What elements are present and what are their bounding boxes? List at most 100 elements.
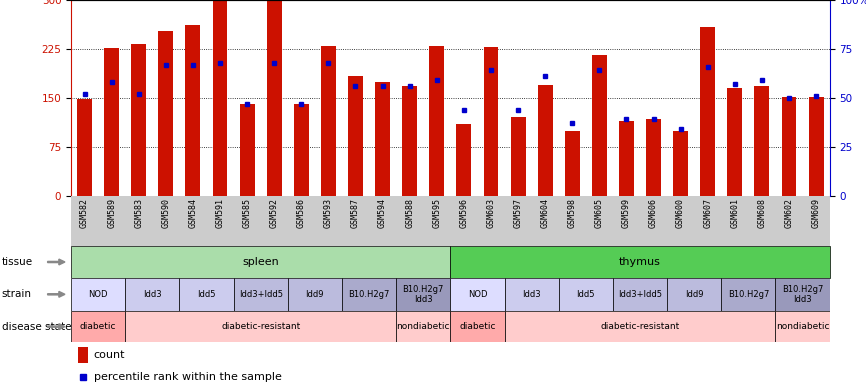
Text: NOD: NOD	[468, 290, 488, 299]
Text: disease state: disease state	[2, 322, 71, 332]
Bar	[288, 278, 342, 311]
Bar	[342, 278, 396, 311]
Bar	[483, 47, 499, 196]
Bar	[565, 130, 579, 196]
Bar	[450, 246, 830, 278]
Bar	[132, 44, 146, 196]
Text: count: count	[94, 349, 125, 360]
Bar	[591, 55, 607, 196]
Text: nondiabetic: nondiabetic	[397, 322, 450, 331]
Bar	[396, 311, 450, 342]
Text: B10.H2g7
Idd3: B10.H2g7 Idd3	[403, 284, 444, 304]
Bar	[775, 311, 830, 342]
Bar	[240, 104, 255, 196]
Bar	[212, 0, 228, 196]
Bar	[450, 311, 505, 342]
Text: Idd3: Idd3	[522, 290, 541, 299]
Text: Idd5: Idd5	[577, 290, 595, 299]
Bar	[613, 278, 667, 311]
Bar	[234, 278, 288, 311]
Bar	[505, 311, 775, 342]
Bar	[559, 278, 613, 311]
Bar	[538, 85, 553, 196]
Bar	[667, 278, 721, 311]
Text: GSM604: GSM604	[540, 198, 550, 228]
Text: GSM598: GSM598	[568, 198, 577, 228]
Bar	[71, 311, 126, 342]
Text: Idd3+Idd5: Idd3+Idd5	[239, 290, 282, 299]
Text: GSM606: GSM606	[649, 198, 658, 228]
Text: thymus: thymus	[619, 257, 661, 267]
Bar	[727, 88, 742, 196]
Bar	[126, 278, 179, 311]
Text: GSM592: GSM592	[269, 198, 279, 228]
Text: GSM590: GSM590	[161, 198, 171, 228]
Bar	[430, 46, 444, 196]
Text: Idd3: Idd3	[143, 290, 162, 299]
Text: GSM602: GSM602	[785, 198, 793, 228]
Bar	[321, 46, 336, 196]
Bar	[809, 97, 824, 196]
Bar	[673, 130, 688, 196]
Text: B10.H2g7: B10.H2g7	[348, 290, 390, 299]
Bar	[267, 0, 281, 196]
Text: strain: strain	[2, 289, 32, 299]
Text: GSM582: GSM582	[80, 198, 89, 228]
Bar	[71, 246, 450, 278]
Text: GSM608: GSM608	[758, 198, 766, 228]
Text: diabetic: diabetic	[80, 322, 116, 331]
Bar	[348, 76, 363, 196]
Text: spleen: spleen	[242, 257, 279, 267]
Bar	[396, 278, 450, 311]
Text: nondiabetic: nondiabetic	[776, 322, 830, 331]
Bar	[402, 86, 417, 196]
Bar	[158, 31, 173, 196]
Bar	[721, 278, 775, 311]
Bar	[77, 99, 92, 196]
Bar	[646, 120, 661, 196]
Text: GSM605: GSM605	[595, 198, 604, 228]
Text: GSM584: GSM584	[189, 198, 197, 228]
Text: GSM597: GSM597	[514, 198, 522, 228]
Bar	[775, 278, 830, 311]
Bar	[456, 124, 471, 196]
Text: Idd3+Idd5: Idd3+Idd5	[618, 290, 662, 299]
Bar	[701, 27, 715, 196]
Bar	[619, 121, 634, 196]
Text: percentile rank within the sample: percentile rank within the sample	[94, 372, 281, 382]
Text: NOD: NOD	[88, 290, 108, 299]
Bar	[71, 278, 126, 311]
Bar	[375, 82, 390, 196]
Text: GSM596: GSM596	[459, 198, 469, 228]
Text: GSM609: GSM609	[811, 198, 821, 228]
Bar	[104, 48, 120, 196]
Text: GSM586: GSM586	[297, 198, 306, 228]
Text: GSM603: GSM603	[487, 198, 495, 228]
Text: tissue: tissue	[2, 257, 33, 267]
Text: diabetic: diabetic	[459, 322, 495, 331]
Text: B10.H2g7: B10.H2g7	[727, 290, 769, 299]
Text: GSM589: GSM589	[107, 198, 116, 228]
Text: GSM587: GSM587	[351, 198, 360, 228]
Text: GSM600: GSM600	[676, 198, 685, 228]
Bar	[505, 278, 559, 311]
Text: GSM593: GSM593	[324, 198, 333, 228]
Text: GSM607: GSM607	[703, 198, 712, 228]
Text: GSM585: GSM585	[242, 198, 252, 228]
Text: GSM595: GSM595	[432, 198, 442, 228]
Text: GSM583: GSM583	[134, 198, 143, 228]
Bar	[78, 347, 88, 363]
Bar	[294, 104, 309, 196]
Bar	[781, 97, 797, 196]
Bar	[179, 278, 234, 311]
Text: GSM588: GSM588	[405, 198, 414, 228]
Bar	[185, 26, 200, 196]
Text: Idd9: Idd9	[685, 290, 703, 299]
Bar	[754, 86, 769, 196]
Bar	[511, 118, 526, 196]
Text: GSM594: GSM594	[378, 198, 387, 228]
Text: diabetic-resistant: diabetic-resistant	[221, 322, 301, 331]
Text: diabetic-resistant: diabetic-resistant	[600, 322, 680, 331]
Text: Idd5: Idd5	[197, 290, 216, 299]
Text: B10.H2g7
Idd3: B10.H2g7 Idd3	[782, 284, 824, 304]
